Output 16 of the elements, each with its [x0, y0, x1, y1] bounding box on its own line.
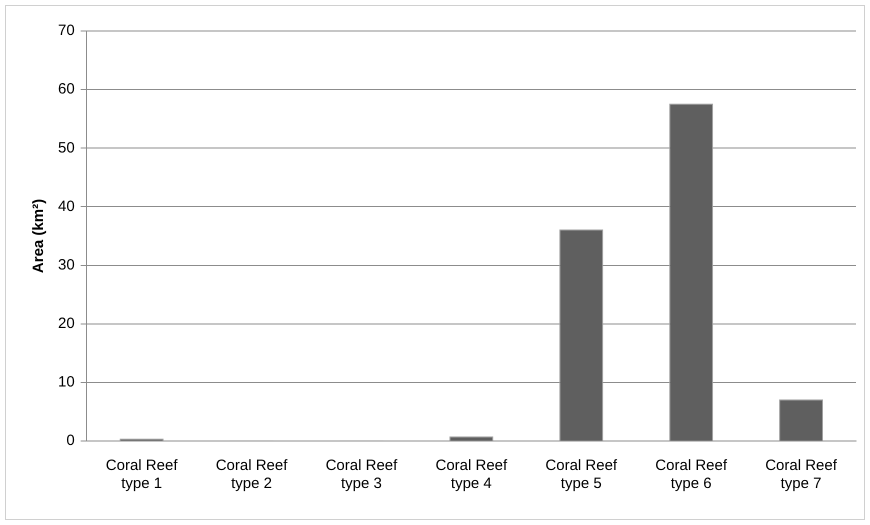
y-tick-label: 10: [58, 374, 75, 391]
y-tick-label: 0: [66, 432, 75, 450]
x-tick-label: Coral Reef type 2: [216, 457, 288, 492]
y-tick-label: 60: [58, 80, 75, 98]
x-tick-label: Coral Reef type 1: [106, 457, 178, 492]
x-tick-label: Coral Reef type 4: [435, 457, 508, 492]
y-tick-label: 20: [58, 315, 75, 332]
x-tick-label: Coral Reef type 6: [655, 457, 728, 492]
y-tick-label: 50: [58, 139, 75, 156]
x-tick-label: Coral Reef type 3: [326, 457, 398, 492]
y-tick-label: 30: [58, 256, 75, 274]
y-axis-title: Area (km²): [30, 198, 48, 274]
y-tick-label: 40: [58, 198, 75, 215]
y-tick-label: 70: [58, 22, 75, 40]
x-tick-label: Coral Reef type 7: [765, 457, 838, 492]
x-tick-label: Coral Reef type 5: [545, 457, 618, 492]
